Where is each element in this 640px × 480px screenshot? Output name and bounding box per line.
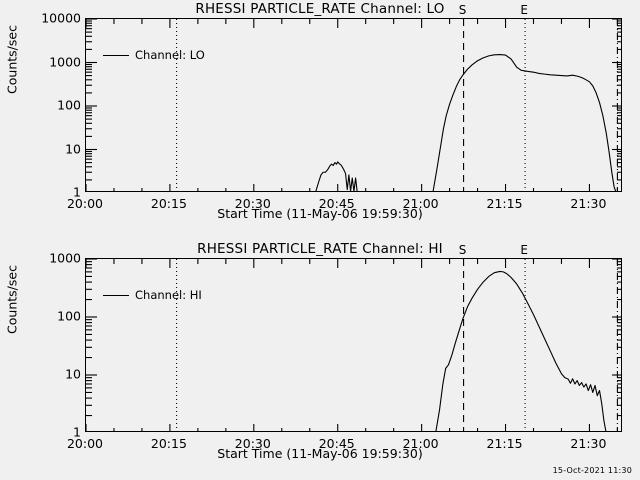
x-axis-label-lo: Start Time (11-May-06 19:59:30) — [217, 206, 423, 221]
x-tick-label: 21:30 — [570, 436, 607, 451]
x-tick-label: 20:45 — [318, 436, 355, 451]
legend-label-hi: Channel: HI — [135, 288, 202, 302]
plot-canvas-hi — [86, 259, 621, 431]
plot-title-lo: RHESSI PARTICLE_RATE Channel: LO — [195, 1, 445, 17]
x-tick-label: 20:00 — [66, 436, 104, 451]
x-tick-label: 21:30 — [570, 196, 607, 211]
plot-title-hi: RHESSI PARTICLE_RATE Channel: HI — [197, 241, 443, 257]
render-timestamp: 15-Oct-2021 11:30 — [552, 466, 632, 475]
x-tick-label: 21:15 — [486, 436, 523, 451]
marker-label-start-hi: S — [458, 243, 467, 257]
panel-channel-hi: RHESSI PARTICLE_RATE Channel: HI Counts/… — [0, 240, 640, 480]
x-tick-label: 20:15 — [150, 196, 187, 211]
x-tick-label: 21:00 — [402, 196, 439, 211]
plot-frame-lo — [85, 18, 622, 192]
plot-canvas-lo — [86, 19, 621, 191]
x-tick-label: 20:00 — [66, 196, 104, 211]
x-tick-label: 20:30 — [234, 196, 271, 211]
y-tick-label: 10 — [65, 366, 81, 382]
x-tick-label: 21:00 — [402, 436, 439, 451]
marker-label-start-lo: S — [458, 3, 467, 17]
x-tick-label: 20:30 — [234, 436, 271, 451]
y-tick-label: 10 — [65, 141, 81, 156]
marker-label-end-hi: E — [520, 243, 528, 257]
marker-label-end-lo: E — [520, 3, 528, 17]
x-tick-label: 20:15 — [150, 436, 187, 451]
legend-hi: Channel: HI — [103, 288, 202, 302]
plot-frame-hi — [85, 258, 622, 432]
legend-line-icon-hi — [103, 294, 129, 296]
x-tick-label: 20:45 — [318, 196, 355, 211]
x-axis-label-hi: Start Time (11-May-06 19:59:30) — [217, 446, 423, 461]
legend-lo: Channel: LO — [103, 48, 205, 62]
y-axis-label-hi: Counts/sec — [4, 265, 20, 334]
x-tick-label: 21:15 — [486, 196, 523, 211]
y-axis-label-lo: Counts/sec — [4, 25, 20, 94]
panel-channel-lo: RHESSI PARTICLE_RATE Channel: LO Counts/… — [4, 1, 622, 221]
legend-line-icon-lo — [103, 54, 129, 56]
legend-label-lo: Channel: LO — [135, 48, 205, 62]
